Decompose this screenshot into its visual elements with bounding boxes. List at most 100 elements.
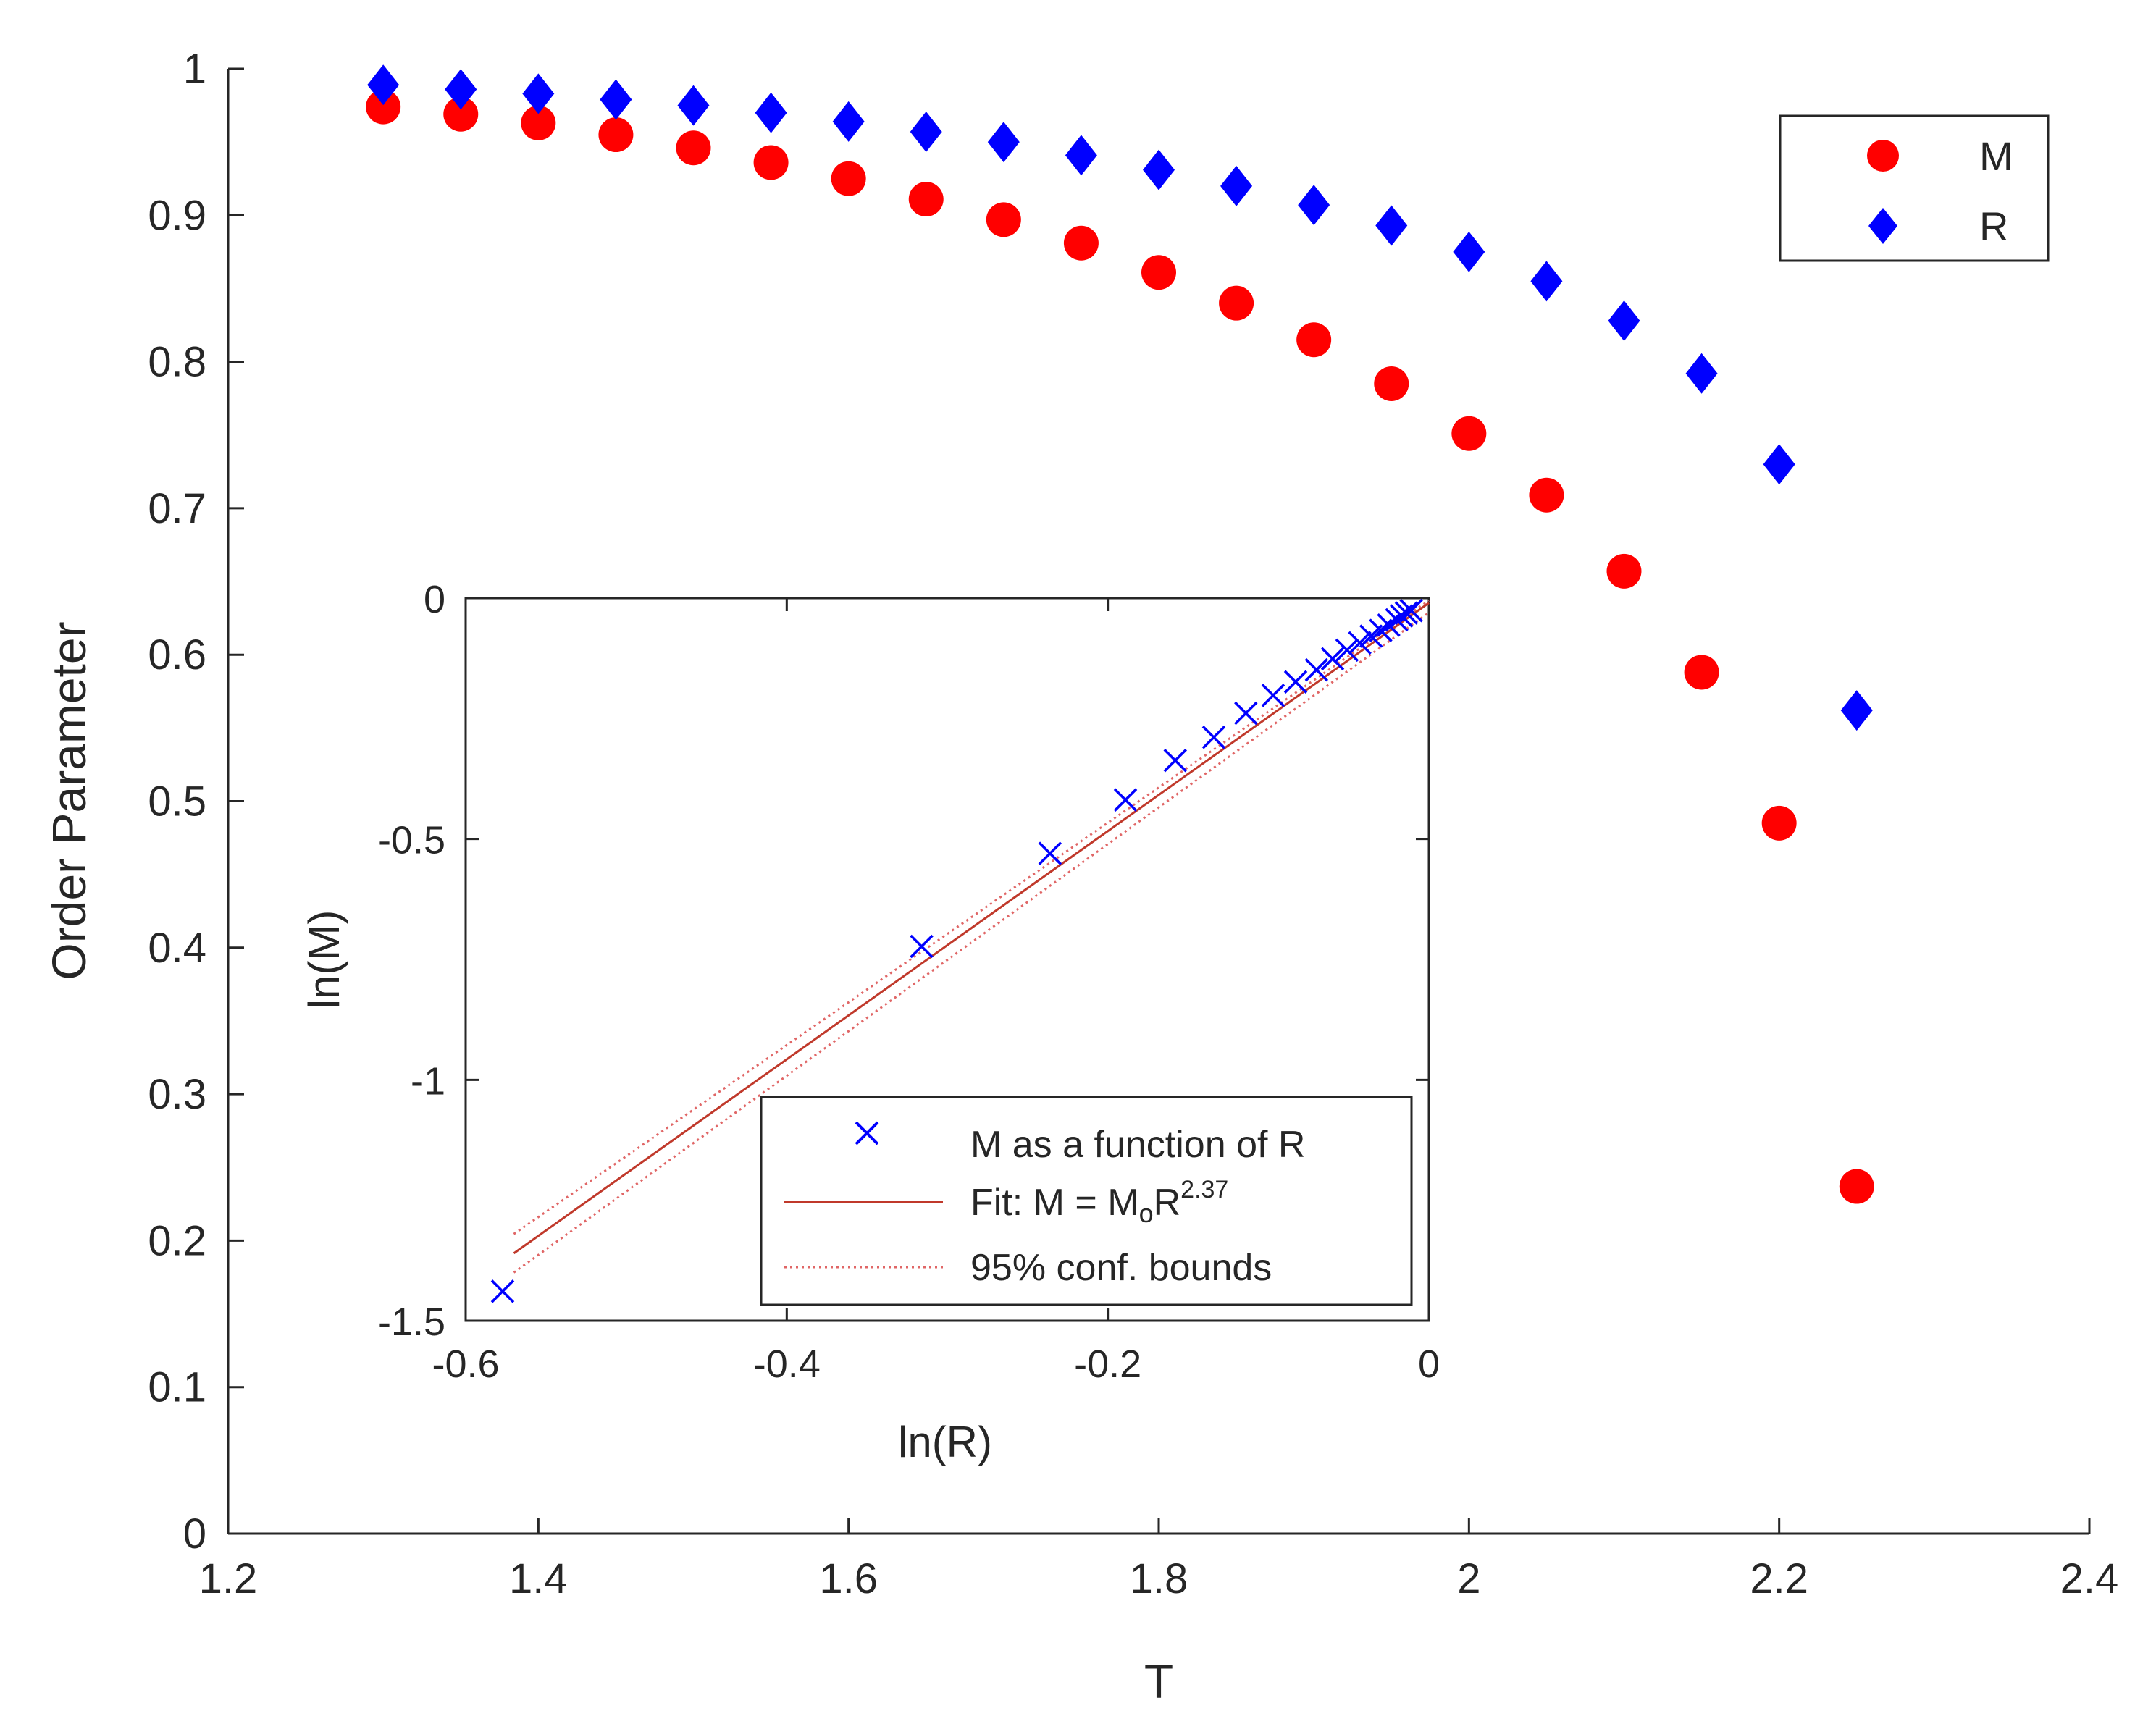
legend-label-r: R [1979,203,2008,249]
main-y-tick-label: 0.5 [148,778,206,825]
inset-x-tick-label: -0.2 [1074,1342,1141,1386]
point-r [1298,185,1330,226]
main-legend: M R [1779,114,2050,262]
point-r [1763,444,1795,485]
inset-x-tick-label: -0.4 [753,1342,821,1386]
inset-y-ticks: -1.5 -1 -0.5 0 [378,578,1429,1344]
main-y-tick-label: 0.8 [148,339,206,386]
point-m [1606,553,1642,589]
inset-point [1394,601,1419,625]
inset-point [1234,701,1258,726]
point-r [1065,135,1097,176]
inset-legend: M as a function of R Fit: M = MoR2.37 95… [760,1096,1413,1306]
main-y-tick-label: 0.7 [148,485,206,532]
inset-point [1201,726,1226,749]
point-r [677,85,710,126]
main-y-ticks: 0 0.1 0.2 0.3 0.4 0.5 0.6 0.7 0.8 0.9 1 [148,46,244,1557]
inset-point [910,934,934,959]
inset-x-axis-label: ln(R) [898,1418,992,1466]
point-m [831,161,866,196]
point-m [1219,285,1254,321]
legend-label-m: M [1979,133,2013,179]
main-x-tick-label: 1.2 [199,1555,258,1602]
legend-marker-r [1868,208,1897,244]
legend-marker-m [1867,140,1899,172]
point-r [522,73,555,114]
main-y-tick-label: 1 [183,46,206,93]
main-x-ticks: 1.2 1.4 1.6 1.8 2 2.2 2.4 [199,1518,2119,1602]
inset-x-tick-label: -0.6 [432,1342,499,1386]
point-r [1530,261,1563,302]
point-m [1296,322,1332,358]
main-data-points [366,64,1874,1204]
inset-legend-label-fit: Fit: M = MoR2.37 [970,1176,1228,1228]
main-x-tick-label: 2 [1457,1555,1480,1602]
point-m [753,145,789,180]
inset-y-tick-label: -1 [411,1059,445,1103]
main-x-tick-label: 2.2 [1750,1555,1808,1602]
point-r [987,122,1020,163]
main-y-axis-label: Order Parameter [42,621,96,980]
main-x-tick-label: 1.6 [819,1555,878,1602]
inset-point [1261,684,1285,707]
point-m [598,117,634,153]
point-m [676,130,711,166]
fit-label-tail: R [1154,1182,1181,1224]
inset-legend-label-data: M as a function of R [970,1124,1305,1166]
inset-legend-label-bounds: 95% conf. bounds [970,1247,1272,1289]
point-r [1453,231,1485,272]
inset-point [1399,599,1423,623]
main-y-tick-label: 0.4 [148,925,206,972]
main-y-tick-label: 0.1 [148,1364,206,1411]
point-r [832,101,865,142]
fit-label-exponent: 2.37 [1180,1176,1228,1203]
inset-point [1038,841,1062,865]
inset-point [1320,647,1345,671]
inset-y-tick-label: -0.5 [378,819,445,862]
main-y-tick-label: 0.6 [148,631,206,678]
inset-data-points [490,599,1423,1303]
main-x-tick-label: 1.8 [1130,1555,1188,1602]
main-x-tick-label: 1.4 [509,1555,568,1602]
point-r [1220,165,1253,206]
main-y-tick-label: 0 [183,1510,206,1557]
inset-x-ticks: -0.6 -0.4 -0.2 0 [432,598,1440,1386]
main-axes: 1.2 1.4 1.6 1.8 2 2.2 2.4 00.10.20.30.40.50.60… [42,46,2118,1708]
inset-point [1283,670,1308,694]
point-m [1839,1169,1874,1204]
point-r [755,92,787,133]
point-r [445,69,477,110]
point-m [1684,655,1719,690]
main-x-tick-label: 2.4 [2060,1555,2119,1602]
inset-point [1304,657,1329,682]
main-y-tick-label: 0.2 [148,1217,206,1264]
point-m [521,105,556,140]
conf-bound-lower [513,611,1430,1274]
point-m [1761,805,1797,841]
point-r [1375,205,1408,246]
point-m [1141,255,1176,290]
fit-label-sub: o [1139,1198,1154,1228]
point-m [443,96,479,132]
inset-point [490,1279,515,1303]
point-r [1685,353,1718,394]
conf-bound-upper [513,600,1430,1235]
point-m [366,89,401,125]
point-r [910,111,942,152]
main-x-axis-label: T [1144,1655,1173,1708]
fit-label-main: Fit: M = M [970,1182,1139,1224]
inset-point [1113,788,1138,812]
inset-point [1348,631,1372,655]
main-y-tick-label: 0.9 [148,192,206,239]
point-m [908,182,944,217]
main-y-tick-label: 0.3 [148,1071,206,1118]
point-r [367,64,400,106]
point-m [986,202,1021,237]
inset-point [1335,638,1359,663]
point-m [1529,477,1564,513]
inset-y-tick-label: 0 [424,578,445,621]
point-r [1143,149,1175,190]
inset-fit-lines [513,600,1430,1274]
inset-y-tick-label: -1.5 [378,1300,445,1344]
